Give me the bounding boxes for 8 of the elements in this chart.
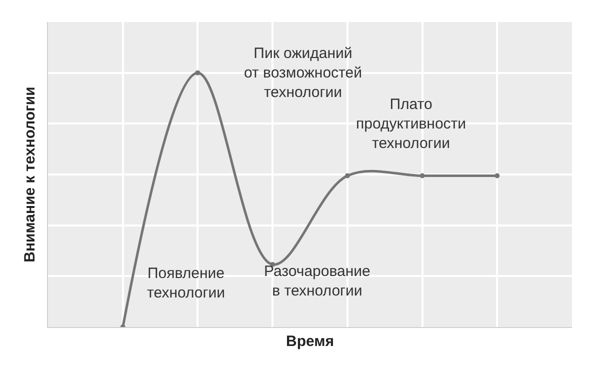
y-axis-title: Внимание к технологии bbox=[21, 86, 38, 262]
annotation: Разочарование в технологии bbox=[264, 263, 370, 300]
point bbox=[420, 173, 425, 178]
annotation: Появление технологии bbox=[147, 265, 226, 302]
point bbox=[494, 173, 500, 178]
point bbox=[195, 70, 200, 76]
point bbox=[344, 173, 350, 178]
x-axis-title: Время bbox=[286, 333, 334, 350]
